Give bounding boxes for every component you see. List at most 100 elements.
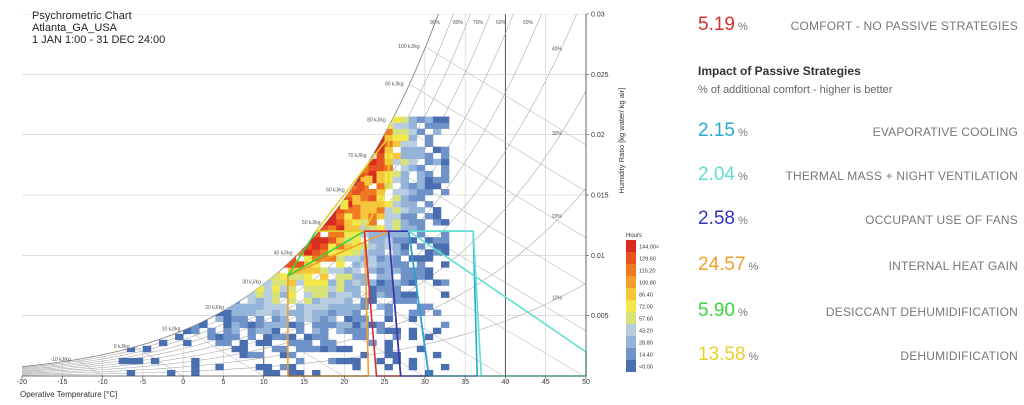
- heat-cell: [408, 213, 418, 220]
- enthalpy-label: 0 kJ/kg: [114, 344, 130, 350]
- heat-cell: [271, 273, 281, 280]
- heat-cell: [384, 339, 393, 347]
- heat-cell: [408, 122, 418, 129]
- heat-cell: [368, 225, 377, 232]
- heat-cell: [207, 327, 216, 335]
- heat-cell: [352, 255, 361, 262]
- heat-cell: [352, 225, 361, 232]
- strategy-occupant-fans: 2.58% OCCUPANT USE OF FANS: [698, 208, 1018, 238]
- heat-cell: [247, 309, 256, 316]
- heat-cell: [304, 315, 313, 322]
- heat-cell: [368, 231, 377, 238]
- heat-cell: [384, 315, 393, 322]
- heat-cell: [312, 369, 321, 376]
- x-tick-label: 35: [461, 379, 469, 386]
- heat-cell: [392, 116, 401, 123]
- heat-cell: [424, 237, 434, 244]
- heat-cell: [440, 170, 450, 178]
- heat-cell: [368, 267, 377, 274]
- x-tick-label: -20: [17, 379, 27, 386]
- heat-cell: [360, 279, 369, 286]
- heat-cell: [191, 369, 200, 376]
- heat-cell: [279, 363, 289, 371]
- strategy-label: THERMAL MASS + NIGHT VENTILATION: [785, 169, 1018, 183]
- heat-cell: [440, 261, 450, 268]
- heat-cell: [408, 273, 418, 280]
- heat-cell: [295, 249, 305, 256]
- x-tick-label: -15: [57, 379, 67, 386]
- heat-cell: [440, 176, 450, 184]
- heat-cell: [247, 303, 256, 310]
- heat-cell: [287, 369, 297, 376]
- heat-cell: [287, 297, 297, 304]
- heat-cell: [279, 309, 289, 316]
- heat-cell: [118, 357, 128, 365]
- heat-cell: [440, 164, 450, 172]
- heat-cell: [328, 309, 337, 316]
- heat-cell: [392, 351, 401, 359]
- heatmap-layer: [118, 116, 450, 376]
- y-tick-label: 0.025: [591, 72, 609, 79]
- heat-cell: [167, 369, 176, 376]
- heat-cell: [287, 351, 297, 359]
- heat-cell: [336, 237, 345, 244]
- heat-cell: [376, 285, 385, 292]
- heat-cell: [384, 291, 393, 298]
- heat-cell: [320, 303, 329, 310]
- heat-cell: [432, 128, 442, 135]
- heat-cell: [400, 243, 410, 250]
- heat-cell: [304, 285, 313, 292]
- heat-cell: [320, 327, 329, 335]
- heat-cell: [400, 249, 410, 256]
- heat-cell: [408, 327, 418, 335]
- heat-cell: [368, 237, 377, 244]
- heat-cell: [384, 207, 393, 214]
- heat-cell: [432, 122, 442, 129]
- heat-cell: [368, 170, 377, 178]
- heat-cell: [134, 357, 144, 365]
- heat-cell: [392, 231, 401, 238]
- heat-cell: [320, 309, 329, 316]
- heat-cell: [255, 297, 265, 304]
- heat-cell: [400, 170, 410, 178]
- heat-cell: [263, 285, 273, 292]
- heat-cell: [376, 176, 385, 184]
- heat-cell: [384, 225, 393, 232]
- heat-cell: [440, 122, 450, 129]
- y-tick-label: 0.015: [591, 193, 609, 200]
- heat-cell: [223, 327, 232, 335]
- heat-cell: [215, 339, 224, 347]
- heat-cell: [255, 339, 265, 347]
- heat-cell: [328, 315, 337, 322]
- heat-cell: [352, 267, 361, 274]
- heat-cell: [400, 231, 410, 238]
- heat-cell: [392, 243, 401, 250]
- rh-label: 90%: [430, 20, 441, 26]
- heat-cell: [231, 315, 240, 322]
- heat-cell: [223, 297, 232, 304]
- heat-cell: [352, 333, 361, 341]
- heat-cell: [440, 363, 450, 371]
- heat-cell: [392, 357, 401, 365]
- heat-cell: [424, 201, 434, 208]
- heat-cell: [231, 291, 240, 298]
- heat-cell: [263, 309, 273, 316]
- heat-cell: [416, 164, 426, 172]
- heat-cell: [352, 273, 361, 280]
- heat-cell: [416, 225, 426, 232]
- heat-cell: [247, 285, 256, 292]
- heat-cell: [376, 291, 385, 298]
- heat-cell: [392, 255, 401, 262]
- heat-cell: [344, 291, 353, 298]
- heat-cell: [255, 315, 265, 322]
- rh-label: 50%: [523, 20, 534, 26]
- heat-cell: [295, 369, 305, 376]
- legend-label: 14.40: [639, 353, 653, 359]
- heat-cell: [440, 249, 450, 256]
- heat-cell: [271, 315, 281, 322]
- heat-cell: [328, 267, 337, 274]
- x-tick-label: -5: [140, 379, 146, 386]
- heat-cell: [432, 146, 442, 154]
- heat-cell: [271, 279, 281, 286]
- heat-cell: [304, 345, 313, 353]
